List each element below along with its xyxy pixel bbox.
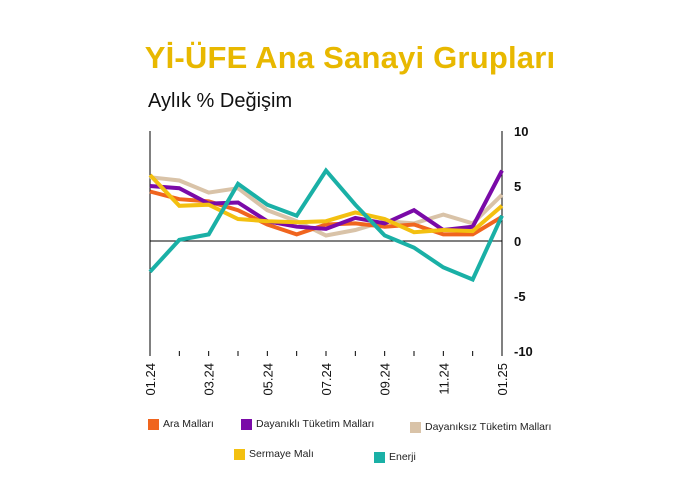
- legend-swatch: [374, 451, 385, 463]
- legend-item-enerji: Enerji: [374, 451, 416, 463]
- y-tick-label: 0: [514, 234, 521, 249]
- chart-title: Yİ-ÜFE Ana Sanayi Grupları: [144, 40, 556, 75]
- series-line-enerji: [148, 167, 504, 283]
- legend-swatch: [410, 421, 421, 433]
- legend-label: Ara Malları: [163, 418, 214, 430]
- legend-swatch: [148, 418, 159, 430]
- legend-item-dayanikli-tuketim-mallari: Dayanıklı Tüketim Malları: [241, 418, 374, 430]
- y-tick-label: -5: [514, 289, 526, 304]
- legend-swatch: [234, 448, 245, 460]
- chart-lines: [148, 167, 504, 283]
- x-tick-label: 07.24: [319, 363, 334, 396]
- legend-swatch: [241, 418, 252, 430]
- legend-label: Dayanıklı Tüketim Malları: [256, 418, 375, 430]
- legend-item-dayaniksiz-tuketim-mallari: Dayanıksız Tüketim Malları: [410, 421, 551, 433]
- y-tick-label: -10: [514, 344, 533, 359]
- x-tick-label: 05.24: [260, 363, 275, 396]
- chart-axes: [149, 131, 503, 356]
- legend-label: Enerji: [389, 451, 416, 463]
- series-line-sermaye-malı: [148, 173, 504, 235]
- chart-subtitle: Aylık % Değişim: [148, 90, 293, 112]
- legend-item-ara-mallari: Ara Malları: [148, 418, 214, 430]
- x-tick-label: 01.24: [143, 363, 158, 396]
- x-tick-label: 03.24: [202, 363, 217, 396]
- legend-label: Sermaye Malı: [249, 448, 314, 460]
- legend-item-sermaye-mali: Sermaye Malı: [234, 448, 314, 460]
- chart-ticks: 10 5 0 -5 -10 01.24 03.24 05.24 07.24 09.24 11.24 0…: [143, 124, 533, 396]
- x-tick-label: 09.24: [378, 363, 393, 396]
- x-tick-label: 01.25: [495, 363, 510, 396]
- x-tick-label: 11.24: [436, 363, 451, 395]
- series-line-dayanıksız-tüketim-malları: [149, 175, 504, 238]
- y-tick-label: 5: [514, 179, 521, 194]
- legend-label: Dayanıksız Tüketim Malları: [425, 421, 552, 433]
- y-tick-label: 10: [514, 124, 528, 139]
